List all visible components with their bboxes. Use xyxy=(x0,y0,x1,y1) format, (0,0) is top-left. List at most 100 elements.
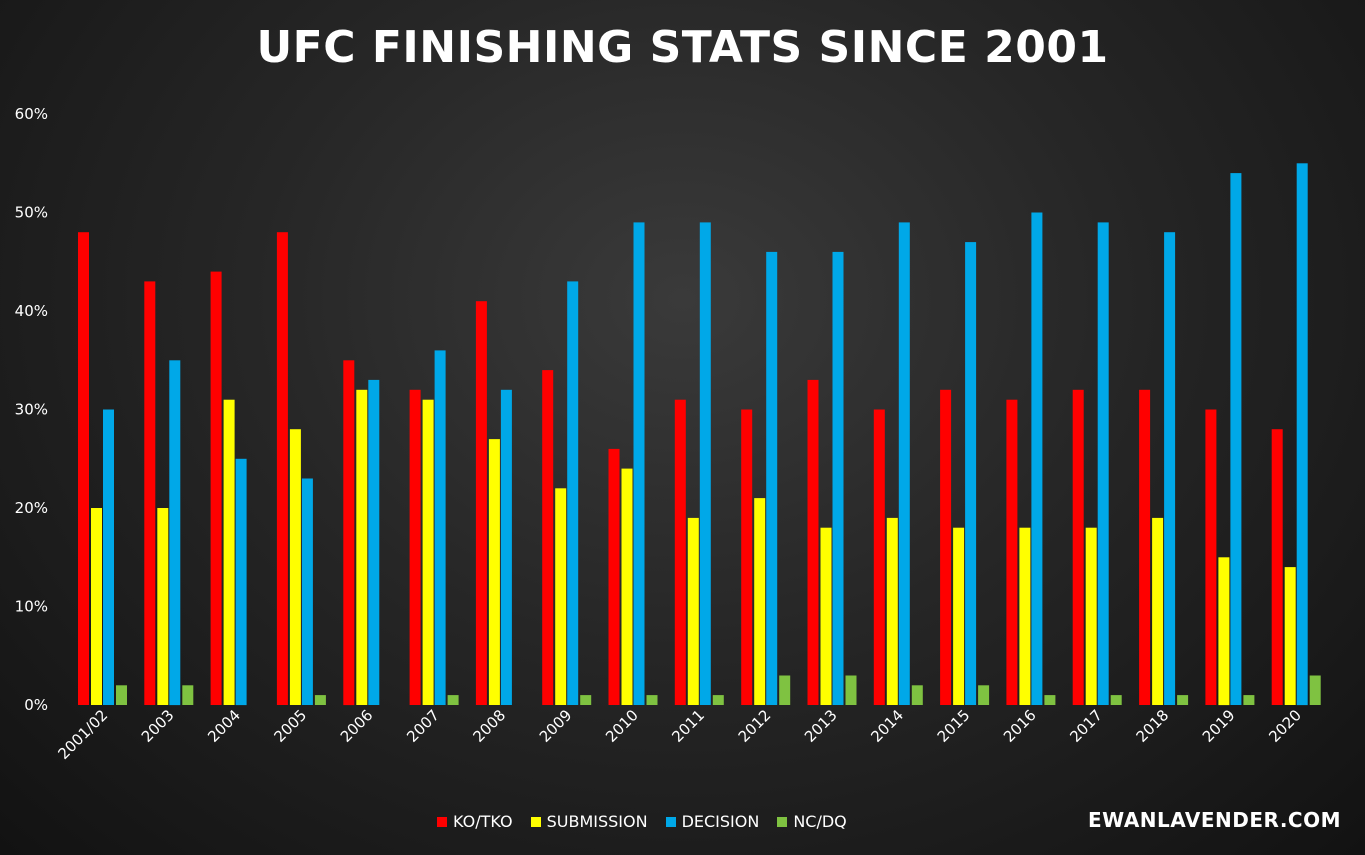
bar-nc-dq-2018 xyxy=(1177,695,1189,705)
x-tick-label: 2017 xyxy=(1066,706,1106,746)
bar-decision-2009 xyxy=(567,281,579,705)
bar-ko-tko-2009 xyxy=(542,370,554,705)
x-tick-label: 2009 xyxy=(536,706,576,746)
bar-ko-tko-2001-02 xyxy=(78,232,89,705)
legend-item-nc-dq: NC/DQ xyxy=(777,812,847,831)
bar-ko-tko-2008 xyxy=(475,301,487,705)
bar-nc-dq-2003 xyxy=(182,685,194,705)
x-tick-label: 2006 xyxy=(337,706,377,746)
bar-nc-dq-2013 xyxy=(845,675,857,705)
bar-submission-2012 xyxy=(754,498,766,705)
x-tick-label: 2011 xyxy=(668,706,708,746)
bar-submission-2001-02 xyxy=(91,508,102,705)
chart-title: UFC FINISHING STATS SINCE 2001 xyxy=(256,22,1109,73)
bar-ko-tko-2004 xyxy=(210,271,222,705)
bar-ko-tko-2011 xyxy=(674,399,686,705)
bar-submission-2016 xyxy=(1019,527,1031,705)
x-tick-label: 2020 xyxy=(1265,706,1305,746)
y-tick-label: 40% xyxy=(15,302,48,320)
x-tick-label: 2013 xyxy=(801,706,841,746)
legend-swatch-submission xyxy=(530,816,541,827)
bar-decision-2004 xyxy=(235,458,247,706)
bar-ko-tko-2012 xyxy=(741,409,753,705)
bar-nc-dq-2007 xyxy=(447,695,459,705)
y-tick-label: 30% xyxy=(15,401,48,419)
x-tick-label: 2008 xyxy=(469,706,509,746)
x-tick-label: 2007 xyxy=(403,706,443,746)
bar-decision-2006 xyxy=(368,379,380,705)
x-tick-label: 2010 xyxy=(602,706,642,746)
x-tick-label: 2012 xyxy=(735,706,775,746)
bar-ko-tko-2005 xyxy=(276,232,288,705)
bar-ko-tko-2020 xyxy=(1271,429,1283,705)
bar-submission-2011 xyxy=(687,517,699,705)
legend-label-ko-tko: KO/TKO xyxy=(453,812,513,831)
bar-ko-tko-2018 xyxy=(1139,389,1151,705)
bar-decision-2011 xyxy=(699,222,711,705)
bar-ko-tko-2016 xyxy=(1006,399,1018,705)
x-tick-label: 2016 xyxy=(1000,706,1040,746)
bar-submission-2018 xyxy=(1152,517,1164,705)
y-tick-label: 60% xyxy=(15,105,48,123)
legend-swatch-decision xyxy=(665,816,676,827)
x-tick-label: 2003 xyxy=(138,706,178,746)
bar-decision-2005 xyxy=(301,478,313,705)
y-axis: 0% 10% 20% 30% 40% 50% 60% xyxy=(15,105,48,714)
bar-nc-dq-2014 xyxy=(911,685,923,705)
bar-submission-2020 xyxy=(1284,567,1296,705)
bar-ko-tko-2015 xyxy=(940,389,952,705)
legend-label-submission: SUBMISSION xyxy=(546,812,648,831)
bar-decision-2017 xyxy=(1097,222,1109,705)
bar-ko-tko-2010 xyxy=(608,448,620,705)
bar-submission-2019 xyxy=(1218,557,1230,706)
bar-nc-dq-2010 xyxy=(646,695,658,705)
x-tick-label: 2019 xyxy=(1199,706,1239,746)
bar-decision-2007 xyxy=(434,350,446,705)
y-tick-label: 0% xyxy=(24,696,48,714)
bar-ko-tko-2014 xyxy=(873,409,885,705)
bar-nc-dq-2017 xyxy=(1110,695,1122,705)
bar-submission-2003 xyxy=(157,508,169,705)
bars-group xyxy=(78,163,1321,706)
bar-decision-2020 xyxy=(1296,163,1308,706)
bar-submission-2004 xyxy=(223,399,235,705)
legend-label-nc-dq: NC/DQ xyxy=(793,812,847,831)
y-tick-label: 10% xyxy=(15,598,48,616)
bar-nc-dq-2011 xyxy=(712,695,724,705)
bar-decision-2013 xyxy=(832,251,844,705)
bar-submission-2007 xyxy=(422,399,434,705)
bar-submission-2009 xyxy=(555,488,567,705)
bar-submission-2005 xyxy=(289,429,301,705)
bar-nc-dq-2016 xyxy=(1044,695,1056,705)
bar-nc-dq-2005 xyxy=(314,695,326,705)
bar-submission-2015 xyxy=(953,527,965,705)
bar-decision-2018 xyxy=(1164,232,1176,705)
bar-ko-tko-2007 xyxy=(409,389,421,705)
x-tick-label: 2015 xyxy=(934,706,974,746)
bar-decision-2012 xyxy=(766,251,778,705)
bar-decision-2015 xyxy=(965,242,977,705)
legend-item-decision: DECISION xyxy=(665,812,760,831)
bar-decision-2014 xyxy=(898,222,910,705)
bar-nc-dq-2009 xyxy=(580,695,592,705)
bar-submission-2017 xyxy=(1085,527,1097,705)
legend-label-decision: DECISION xyxy=(681,812,760,831)
bar-decision-2019 xyxy=(1230,173,1242,706)
bar-ko-tko-2006 xyxy=(343,360,355,706)
bar-submission-2013 xyxy=(820,527,832,705)
bar-ko-tko-2017 xyxy=(1072,389,1084,705)
x-tick-label: 2004 xyxy=(204,706,244,746)
bar-ko-tko-2003 xyxy=(144,281,156,705)
legend-swatch-nc-dq xyxy=(777,816,788,827)
bar-ko-tko-2019 xyxy=(1205,409,1217,705)
x-tick-label: 2018 xyxy=(1133,706,1173,746)
bar-decision-2016 xyxy=(1031,212,1043,705)
x-tick-label: 2001/02 xyxy=(55,706,112,763)
x-axis: 2001/02 2003 2004 2005 2006 2007 2008 2009 2010 2… xyxy=(55,706,1306,763)
bar-submission-2008 xyxy=(488,439,500,705)
bar-nc-dq-2015 xyxy=(978,685,990,705)
watermark: EWANLAVENDER.COM xyxy=(1088,808,1341,832)
legend-swatch-ko-tko xyxy=(437,816,447,827)
y-tick-label: 20% xyxy=(15,499,48,517)
